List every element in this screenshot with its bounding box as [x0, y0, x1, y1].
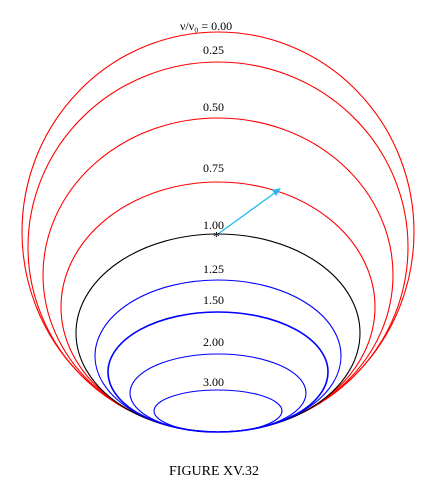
- arrow-head: [272, 188, 281, 196]
- curve-3-00: [153, 389, 283, 433]
- label-1-25: 1.25: [203, 262, 224, 276]
- label-0-25: 0.25: [203, 43, 224, 57]
- label-1-00: 1.00: [203, 218, 224, 232]
- curve-2-00: [129, 353, 307, 433]
- label-1-50: 1.50: [203, 293, 224, 307]
- label-2-00: 2.00: [203, 335, 224, 349]
- header-label: ν/ν₀ = 0.00: [180, 19, 232, 33]
- curve-1-50: [107, 311, 329, 433]
- velocity-arrow: [217, 188, 281, 235]
- arrow-shaft: [217, 191, 277, 235]
- label-0-50: 0.50: [203, 100, 224, 114]
- label-3-00: 3.00: [203, 375, 224, 389]
- marker-star: *: [213, 230, 220, 245]
- label-0-75: 0.75: [203, 161, 224, 175]
- figure-caption: FIGURE XV.32: [169, 464, 259, 479]
